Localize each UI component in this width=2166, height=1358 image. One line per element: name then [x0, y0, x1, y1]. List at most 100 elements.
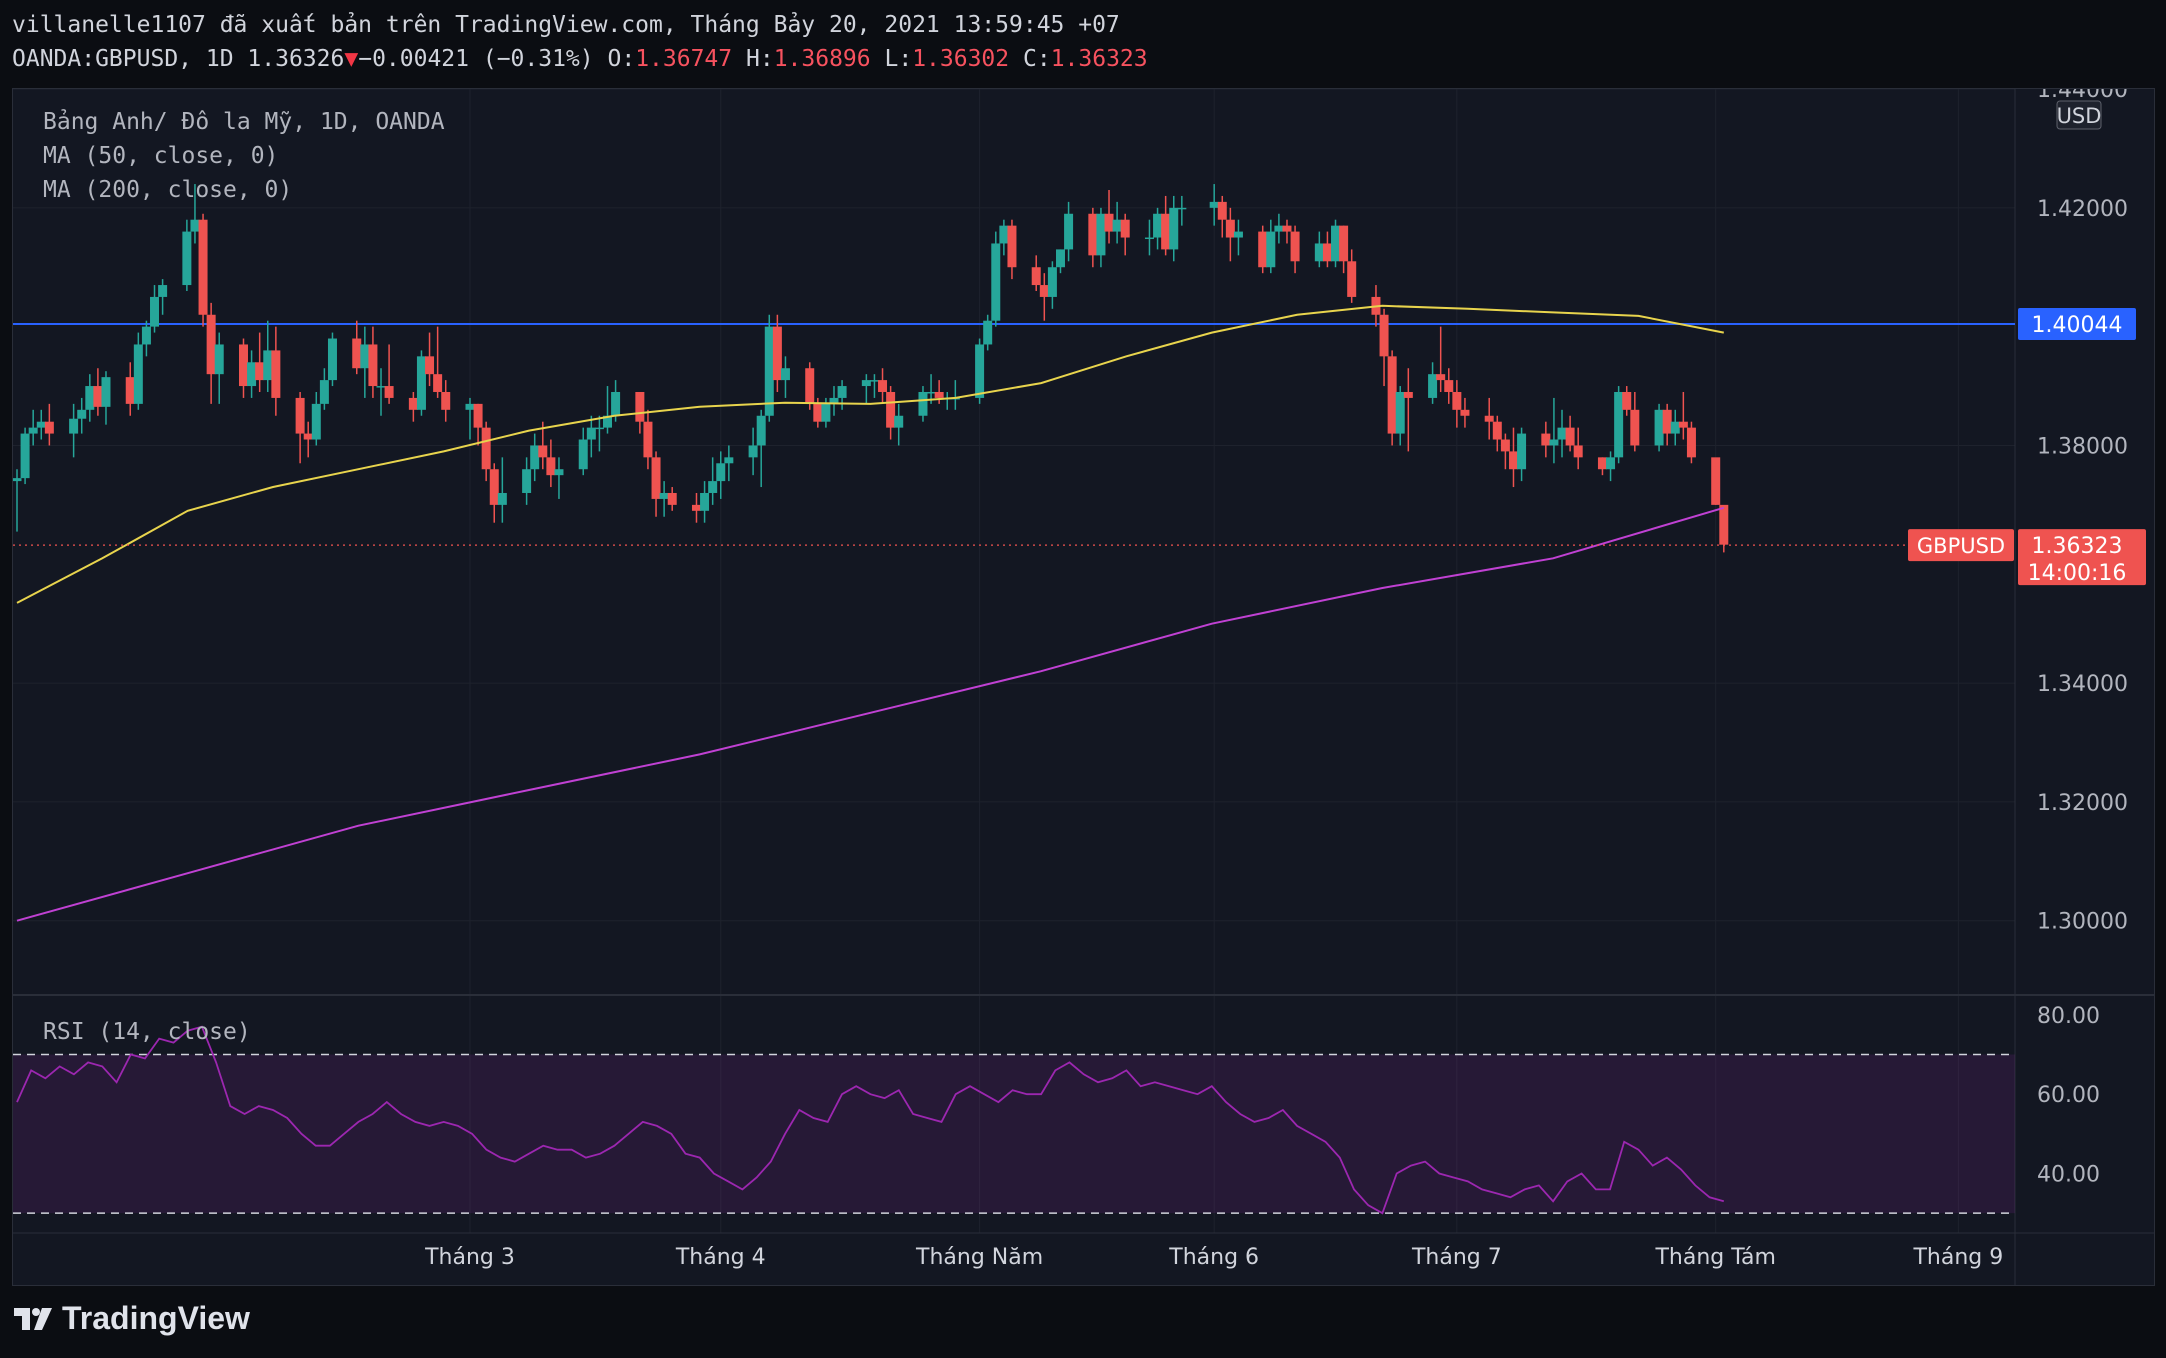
rsi-tick-label: 60.00 — [2037, 1083, 2100, 1108]
time-tick-label: Tháng 7 — [1411, 1245, 1502, 1270]
candle-body — [1144, 237, 1154, 240]
candle-body — [667, 492, 677, 505]
candle-body — [425, 356, 435, 375]
hline-price-badge — [2018, 308, 2136, 341]
candle-body — [1274, 225, 1284, 232]
candle-body — [635, 391, 645, 422]
price-tick-label: 1.42000 — [2037, 197, 2128, 222]
chart-frame[interactable]: 1.44000 1.42000 1.38000 1.34000 1.32000 1.300… — [12, 88, 2155, 1286]
candle-body — [69, 418, 79, 434]
legend-ma200[interactable]: MA (200, close, 0) — [43, 177, 293, 203]
candle-body — [327, 338, 337, 381]
tradingview-logo-icon — [14, 1307, 52, 1330]
candle-body — [691, 504, 701, 511]
ma50-line — [16, 304, 1724, 604]
candle-body — [611, 391, 621, 416]
candle-body — [28, 427, 38, 434]
candle-body — [1331, 225, 1341, 262]
low-value: 1.36302 — [912, 46, 1010, 72]
candle-body — [1622, 391, 1632, 410]
candle-body — [13, 478, 22, 482]
candle-body — [1573, 445, 1583, 458]
low-label: L: — [884, 46, 913, 72]
candle-body — [1322, 243, 1332, 262]
candle-body — [1662, 409, 1672, 434]
candle-body — [263, 350, 273, 381]
candle-body — [141, 326, 151, 345]
currency-badge — [2056, 100, 2102, 130]
candle-body — [1169, 207, 1179, 250]
time-tick-label: Tháng 3 — [424, 1245, 515, 1270]
candle-body — [311, 403, 321, 440]
brand-name: TradingView — [62, 1300, 250, 1336]
candle-body — [926, 391, 936, 394]
tradingview-logo[interactable]: TradingView — [12, 1300, 250, 1337]
candle-body — [578, 439, 588, 470]
candle-body — [522, 469, 532, 493]
candle-body — [1460, 409, 1470, 416]
candle-body — [708, 481, 718, 493]
close-value: 1.36323 — [1050, 46, 1148, 72]
candle-body — [1436, 374, 1446, 381]
candle-body — [1403, 391, 1413, 398]
candle-body — [1177, 207, 1187, 210]
candle-body — [829, 397, 839, 404]
candle-body — [1153, 213, 1163, 238]
candle-body — [724, 457, 734, 464]
rsi-tick-label: 80.00 — [2037, 1004, 2100, 1029]
candle-body — [538, 445, 548, 458]
close-label: C: — [1022, 46, 1051, 72]
candle-body — [1347, 261, 1357, 297]
candle-body — [1678, 421, 1688, 428]
candle-body — [1549, 439, 1559, 446]
symbol-badge-label: GBPUSD — [1917, 534, 2005, 558]
candle-body — [530, 445, 540, 470]
price-tick-label: 1.44000 — [2037, 89, 2128, 103]
candle-body — [1225, 219, 1235, 238]
candle-body — [1557, 427, 1567, 440]
candle-body — [473, 403, 483, 428]
price-tick-label: 1.32000 — [2037, 791, 2128, 816]
price-tick-label: 1.30000 — [2037, 910, 2128, 935]
candle-body — [1670, 421, 1680, 434]
candle-body — [271, 350, 281, 398]
rsi-line — [16, 1025, 1725, 1215]
chart-canvas[interactable]: 1.44000 1.42000 1.38000 1.34000 1.32000 1.300… — [13, 89, 2154, 1285]
candle-body — [368, 344, 378, 387]
symbol-label[interactable]: OANDA:GBPUSD, 1D — [12, 46, 234, 72]
candle-body — [1290, 231, 1300, 262]
candle-body — [1209, 201, 1219, 208]
candle-body — [1484, 415, 1494, 422]
candle-body — [1508, 451, 1518, 470]
high-label: H: — [745, 46, 774, 72]
candle-body — [1597, 457, 1607, 470]
legend-ma50[interactable]: MA (50, close, 0) — [43, 143, 279, 169]
candle-body — [594, 427, 604, 430]
candle-body — [1096, 213, 1106, 256]
time-tick-label: Tháng 4 — [675, 1245, 766, 1270]
legend-rsi[interactable]: RSI (14, close) — [43, 1019, 251, 1045]
candle-body — [441, 391, 451, 410]
candle-body — [77, 409, 87, 419]
candle-body — [416, 356, 426, 410]
candle-body — [716, 463, 726, 482]
symbol-ohlc-line: OANDA:GBPUSD, 1D 1.36326▼−0.00421 (−0.31… — [12, 46, 1148, 72]
candle-body — [780, 368, 790, 381]
candle-body — [643, 421, 653, 458]
candle-body — [433, 374, 443, 392]
rsi-band-fill — [13, 1054, 2015, 1214]
candle-body — [20, 433, 30, 479]
candle-body — [1654, 409, 1664, 446]
candle-body — [805, 368, 815, 404]
candle-body — [983, 320, 993, 345]
down-arrow-icon: ▼ — [344, 46, 359, 72]
candle-body — [991, 243, 1001, 321]
symbol-badge — [1908, 529, 2014, 562]
publish-info: villanelle1107 đã xuất bản trên TradingV… — [12, 12, 1120, 38]
candle-body — [360, 344, 370, 369]
candle-body — [1064, 213, 1074, 250]
time-tick-label: Tháng Tám — [1654, 1245, 1775, 1270]
candle-body — [247, 362, 257, 387]
candle-body — [700, 492, 710, 511]
candle-body — [1395, 391, 1405, 434]
